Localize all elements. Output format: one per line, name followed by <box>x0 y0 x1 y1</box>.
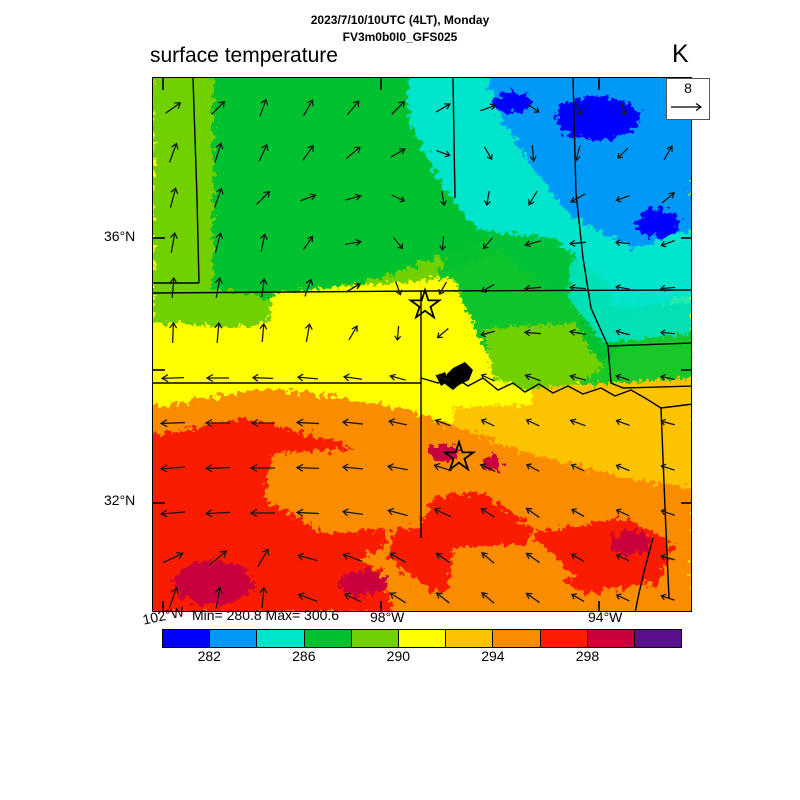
colorbar-segment-purple <box>634 630 682 647</box>
header-datetime: 2023/7/10/10UTC (4LT), Monday <box>310 13 490 27</box>
colorbar-segment-light-blue <box>210 630 258 647</box>
wind-vector-legend: 8 <box>666 78 710 120</box>
wind-reference-value: 8 <box>684 80 692 96</box>
right-arrow-icon <box>671 103 703 111</box>
colorbar[interactable] <box>162 629 682 648</box>
lon-tick-94w: 94°W <box>588 609 623 625</box>
station-markers <box>407 287 477 472</box>
colorbar-segment-yellow-green <box>351 630 399 647</box>
colorbar-tick-290: 290 <box>386 648 411 664</box>
colorbar-segment-blue <box>163 630 211 647</box>
lake-polygon <box>445 362 473 390</box>
header-model: FV3m0b0I0_GFS025 <box>342 30 458 44</box>
colorbar-segment-orange <box>493 630 541 647</box>
lon-tick-102w: 102°W <box>141 603 186 628</box>
colorbar-segment-crimson <box>587 630 635 647</box>
colorbar-tick-298: 298 <box>575 648 600 664</box>
units-label: K <box>672 40 689 68</box>
colorbar-tick-294: 294 <box>481 648 505 664</box>
station-star-south <box>441 439 477 472</box>
axis-ticks <box>153 78 691 611</box>
temperature-heatmap <box>153 78 691 611</box>
lat-tick-36n: 36°N <box>104 228 136 244</box>
colorbar-tick-282: 282 <box>197 648 221 664</box>
colorbar-segment-red <box>540 630 588 647</box>
colorbar-segment-green <box>304 630 352 647</box>
page-title: surface temperature <box>150 44 338 67</box>
map-plot-area[interactable] <box>152 77 692 612</box>
colorbar-tick-labels: 282 286 290 294 298 <box>162 648 682 668</box>
wind-vector-field <box>159 98 676 609</box>
min-max-stats: Min= 280.8 Max= 300.6 <box>192 607 340 623</box>
colorbar-tick-286: 286 <box>292 648 316 664</box>
lat-tick-32n: 32°N <box>104 492 136 508</box>
colorbar-segment-golden-yellow <box>446 630 494 647</box>
station-star-north <box>407 287 443 320</box>
colorbar-segment-yellow <box>398 630 447 647</box>
colorbar-segment-turquoise <box>257 630 305 647</box>
lon-tick-98w: 98°W <box>370 609 405 625</box>
